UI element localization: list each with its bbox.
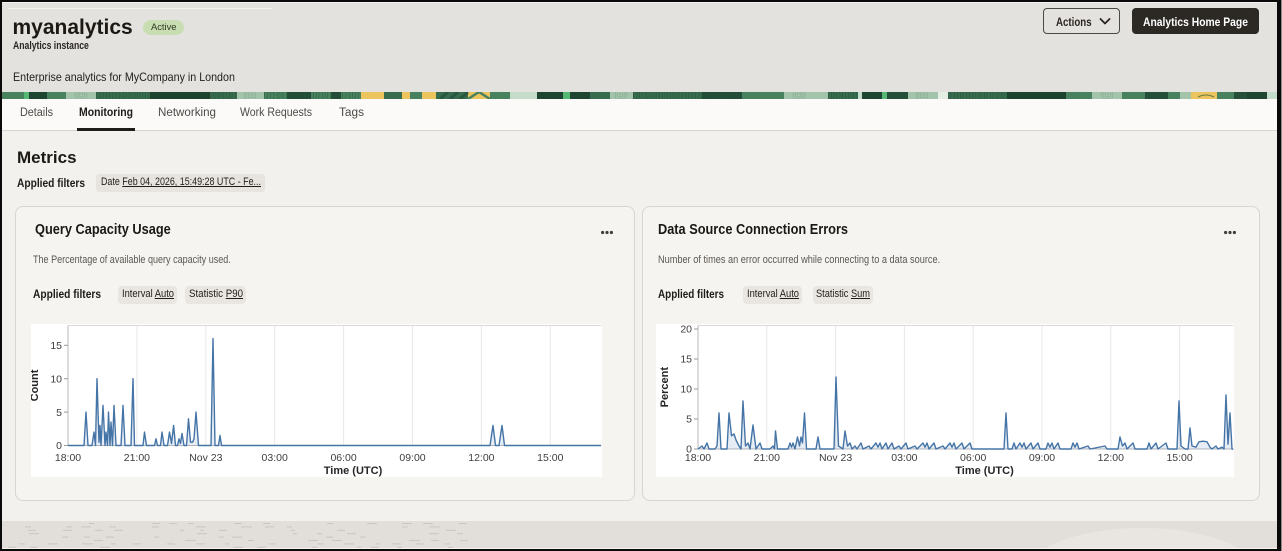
- svg-text:0: 0: [56, 440, 62, 452]
- svg-text:Nov 23: Nov 23: [189, 452, 222, 464]
- svg-text:10: 10: [50, 373, 62, 385]
- svg-text:09:00: 09:00: [399, 452, 425, 464]
- svg-text:Nov 23: Nov 23: [819, 452, 852, 464]
- svg-text:15: 15: [50, 340, 62, 352]
- svg-text:20: 20: [680, 324, 692, 336]
- svg-text:12:00: 12:00: [1098, 452, 1124, 464]
- svg-text:Count: Count: [31, 369, 41, 401]
- svg-text:03:00: 03:00: [891, 452, 917, 464]
- svg-text:18:00: 18:00: [685, 452, 711, 464]
- svg-text:03:00: 03:00: [262, 452, 288, 464]
- svg-text:15: 15: [680, 354, 692, 366]
- svg-text:15:00: 15:00: [1166, 452, 1192, 464]
- svg-text:09:00: 09:00: [1029, 452, 1055, 464]
- svg-text:21:00: 21:00: [124, 452, 150, 464]
- svg-text:12:00: 12:00: [468, 452, 494, 464]
- svg-text:Time (UTC): Time (UTC): [955, 465, 1014, 477]
- svg-text:06:00: 06:00: [330, 452, 356, 464]
- svg-text:Time (UTC): Time (UTC): [324, 465, 383, 477]
- svg-text:5: 5: [56, 407, 62, 419]
- svg-text:5: 5: [686, 414, 692, 426]
- svg-text:18:00: 18:00: [55, 452, 81, 464]
- svg-text:0: 0: [686, 444, 692, 456]
- svg-text:15:00: 15:00: [537, 452, 563, 464]
- svg-text:Percent: Percent: [659, 367, 671, 408]
- svg-text:10: 10: [680, 384, 692, 396]
- svg-text:06:00: 06:00: [960, 452, 986, 464]
- svg-text:21:00: 21:00: [754, 452, 780, 464]
